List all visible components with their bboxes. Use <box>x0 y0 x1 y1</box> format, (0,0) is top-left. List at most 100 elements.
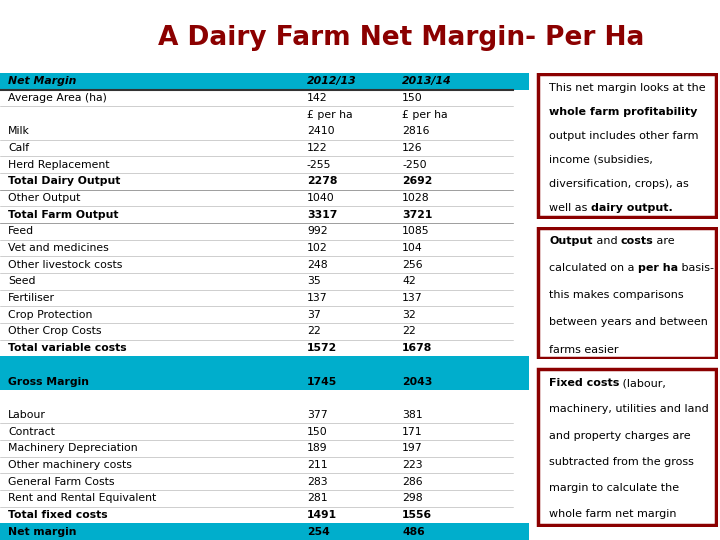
Text: 189: 189 <box>307 443 328 453</box>
Text: 35: 35 <box>307 276 320 286</box>
Bar <box>0 523 529 540</box>
Text: Herd Replacement: Herd Replacement <box>8 160 109 170</box>
Text: 1678: 1678 <box>402 343 433 353</box>
Bar <box>0 373 529 390</box>
Text: whole farm net margin: whole farm net margin <box>549 509 677 519</box>
Text: 102: 102 <box>307 243 328 253</box>
Text: 381: 381 <box>402 410 423 420</box>
Text: 211: 211 <box>307 460 328 470</box>
Text: Net Margin: Net Margin <box>8 76 76 86</box>
Text: 22: 22 <box>307 327 320 336</box>
Bar <box>0 73 529 90</box>
Text: 2410: 2410 <box>307 126 335 136</box>
Text: farms easier: farms easier <box>549 345 618 355</box>
Text: Machinery Depreciation: Machinery Depreciation <box>8 443 138 453</box>
Text: between years and between: between years and between <box>549 318 711 327</box>
Text: Fertiliser: Fertiliser <box>8 293 55 303</box>
Text: 281: 281 <box>307 494 328 503</box>
Text: costs: costs <box>621 236 654 246</box>
Text: Average Area (ha): Average Area (ha) <box>8 93 107 103</box>
Text: and: and <box>593 236 621 246</box>
Text: Other Crop Costs: Other Crop Costs <box>8 327 102 336</box>
Text: 486: 486 <box>402 526 425 537</box>
Text: 256: 256 <box>402 260 423 270</box>
Text: 32: 32 <box>402 310 416 320</box>
Text: 2012/13: 2012/13 <box>307 76 356 86</box>
Text: calculated on a: calculated on a <box>549 263 638 273</box>
Text: 2816: 2816 <box>402 126 430 136</box>
Text: Rural Business Research: Rural Business Research <box>12 57 109 66</box>
Text: 283: 283 <box>307 477 328 487</box>
Text: and property charges are: and property charges are <box>549 430 694 441</box>
Bar <box>0 0 140 9</box>
Text: 377: 377 <box>307 410 328 420</box>
Text: dairy output.: dairy output. <box>591 202 672 213</box>
Text: basis-: basis- <box>678 263 714 273</box>
Text: 1556: 1556 <box>402 510 432 520</box>
Text: 126: 126 <box>402 143 423 153</box>
Text: 286: 286 <box>402 477 423 487</box>
Text: (labour,: (labour, <box>619 379 666 388</box>
Text: 298: 298 <box>402 494 423 503</box>
Text: Labour: Labour <box>8 410 46 420</box>
Text: General Farm Costs: General Farm Costs <box>8 477 114 487</box>
Text: machinery, utilities and land: machinery, utilities and land <box>549 404 712 415</box>
Text: Rent and Rental Equivalent: Rent and Rental Equivalent <box>8 494 156 503</box>
Text: This net margin looks at the: This net margin looks at the <box>549 83 709 93</box>
Text: 1572: 1572 <box>307 343 337 353</box>
Text: 150: 150 <box>307 427 328 436</box>
Text: Net margin: Net margin <box>8 526 76 537</box>
Text: are: are <box>654 236 675 246</box>
Text: Vet and medicines: Vet and medicines <box>8 243 109 253</box>
Text: 171: 171 <box>402 427 423 436</box>
Text: margin to calculate the: margin to calculate the <box>549 483 683 493</box>
Text: 1040: 1040 <box>307 193 335 203</box>
Text: whole farm profitability: whole farm profitability <box>549 107 698 117</box>
Text: 137: 137 <box>307 293 328 303</box>
Text: 254: 254 <box>307 526 330 537</box>
Text: 137: 137 <box>402 293 423 303</box>
Text: income (subsidies,: income (subsidies, <box>549 155 657 165</box>
Text: 104: 104 <box>402 243 423 253</box>
Text: 248: 248 <box>307 260 328 270</box>
Text: 992: 992 <box>307 226 328 237</box>
Text: 22: 22 <box>402 327 416 336</box>
Text: Total variable costs: Total variable costs <box>8 343 127 353</box>
Text: 142: 142 <box>307 93 328 103</box>
Text: 42: 42 <box>402 276 416 286</box>
Text: Milk: Milk <box>8 126 30 136</box>
Text: per ha: per ha <box>638 263 678 273</box>
Text: Total Farm Output: Total Farm Output <box>8 210 118 220</box>
Text: Seed: Seed <box>8 276 35 286</box>
Text: Gross Margin: Gross Margin <box>8 376 89 387</box>
Text: Calf: Calf <box>8 143 29 153</box>
Text: 122: 122 <box>307 143 328 153</box>
Text: 3721: 3721 <box>402 210 433 220</box>
Text: output includes other farm: output includes other farm <box>549 131 702 141</box>
Text: 2043: 2043 <box>402 376 433 387</box>
Text: Other machinery costs: Other machinery costs <box>8 460 132 470</box>
Text: Total Dairy Output: Total Dairy Output <box>8 177 120 186</box>
Bar <box>0 356 529 373</box>
Text: subtracted from the gross: subtracted from the gross <box>549 457 698 467</box>
Text: RBR: RBR <box>14 21 78 49</box>
Text: Other livestock costs: Other livestock costs <box>8 260 122 270</box>
Text: diversification, crops), as: diversification, crops), as <box>549 179 693 189</box>
Text: Total fixed costs: Total fixed costs <box>8 510 107 520</box>
Text: 1491: 1491 <box>307 510 337 520</box>
Text: Feed: Feed <box>8 226 34 237</box>
Text: 1085: 1085 <box>402 226 430 237</box>
Text: Other Output: Other Output <box>8 193 81 203</box>
Text: this makes comparisons: this makes comparisons <box>549 291 687 300</box>
Text: £ per ha: £ per ha <box>402 110 448 119</box>
Text: 150: 150 <box>402 93 423 103</box>
Text: 1745: 1745 <box>307 376 337 387</box>
Text: -250: -250 <box>402 160 427 170</box>
Text: 2013/14: 2013/14 <box>402 76 452 86</box>
Text: £ per ha: £ per ha <box>307 110 353 119</box>
Text: 1028: 1028 <box>402 193 430 203</box>
Text: well as: well as <box>549 202 591 213</box>
Text: 197: 197 <box>402 443 423 453</box>
Text: 2278: 2278 <box>307 177 337 186</box>
Text: Fixed costs: Fixed costs <box>549 379 619 388</box>
